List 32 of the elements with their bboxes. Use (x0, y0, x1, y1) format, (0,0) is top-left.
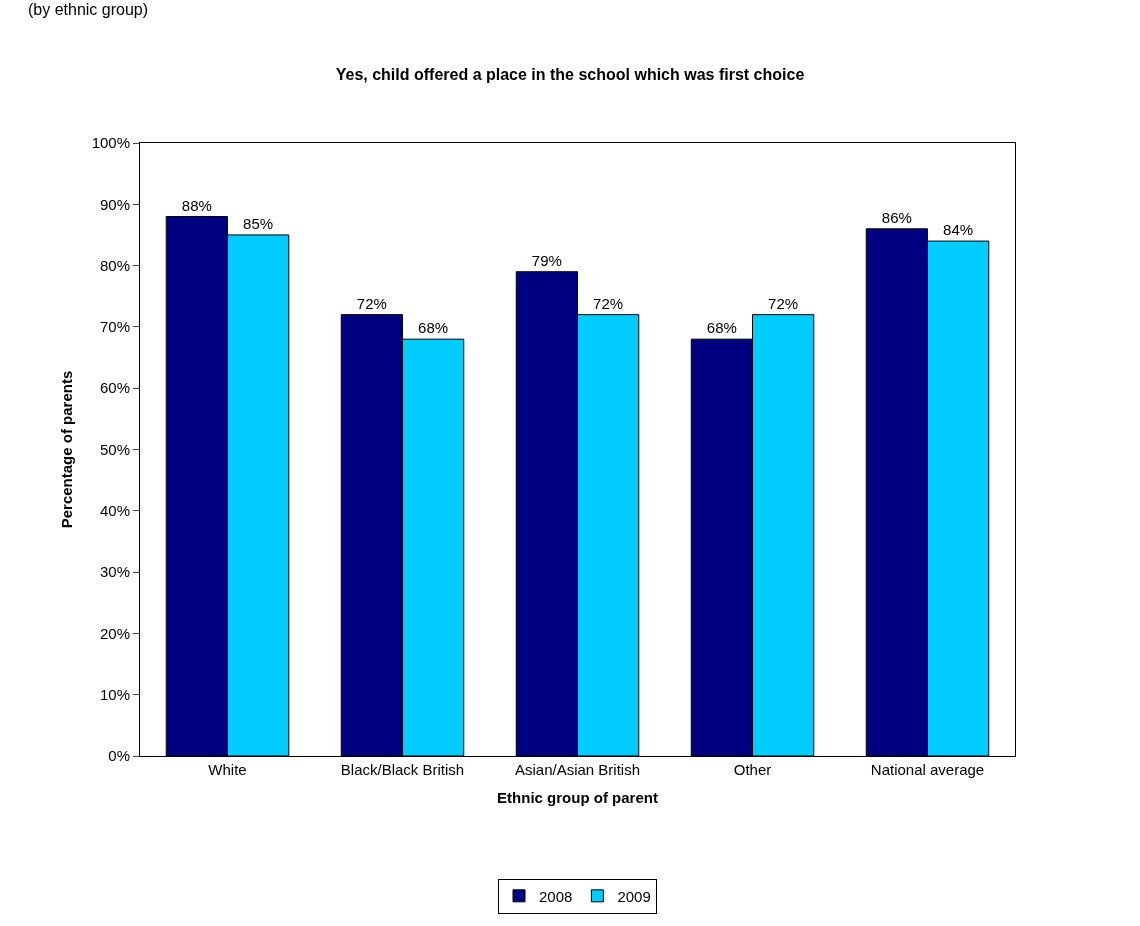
y-axis-title: Percentage of parents (57, 370, 75, 529)
data-label: 72% (768, 294, 799, 312)
y-tick-label: 20% (99, 624, 130, 642)
chart-subtitle: (by ethnic group) (28, 1, 149, 18)
x-tick-label: Other (733, 761, 772, 778)
y-tick-label: 60% (99, 379, 130, 397)
data-label: 72% (593, 294, 624, 312)
legend-label: 2008 (539, 887, 573, 905)
y-tick-label: 90% (99, 195, 130, 213)
x-tick-label: National average (870, 761, 985, 778)
y-tick-label: 70% (99, 318, 130, 336)
data-label: 88% (181, 196, 212, 214)
data-label: 86% (881, 208, 912, 226)
y-tick-label: 80% (99, 256, 130, 274)
legend-label: 2009 (617, 887, 651, 905)
data-label: 79% (531, 251, 562, 269)
y-tick-label: 100% (91, 134, 130, 152)
data-label: 84% (943, 221, 974, 239)
y-tick-label: 40% (99, 502, 130, 520)
chart-title: Yes, child offered a place in the school which was first choice (335, 65, 805, 83)
y-tick-label: 30% (99, 563, 130, 581)
y-tick-label: 0% (108, 747, 130, 765)
data-label: 85% (243, 214, 274, 232)
data-label: 72% (356, 294, 387, 312)
x-tick-label: White (208, 761, 247, 778)
x-tick-label: Asian/Asian British (514, 761, 641, 778)
y-tick-label: 50% (99, 440, 130, 458)
x-axis-title: Ethnic group of parent (497, 789, 658, 806)
data-label: 68% (706, 319, 737, 337)
y-tick-label: 10% (99, 685, 130, 703)
x-tick-label: Black/Black British (340, 761, 465, 778)
data-label: 68% (418, 319, 449, 337)
